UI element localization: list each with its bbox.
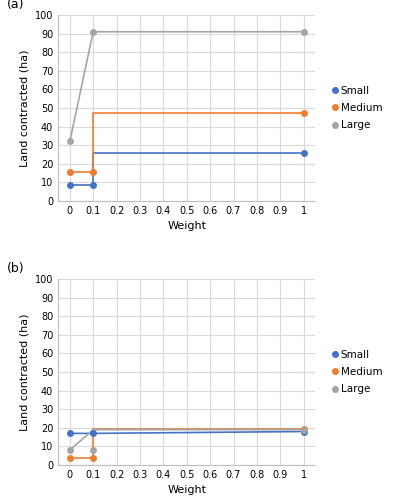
Large xyxy=(301,426,306,432)
Line: Large: Large xyxy=(67,29,307,144)
Text: (a): (a) xyxy=(7,0,24,12)
Line: Small: Small xyxy=(67,429,307,436)
Medium xyxy=(301,110,306,116)
X-axis label: Weight: Weight xyxy=(167,222,206,232)
Large xyxy=(91,447,96,453)
Small xyxy=(67,430,72,436)
Medium xyxy=(67,454,72,460)
Medium xyxy=(91,169,96,175)
Medium xyxy=(91,454,96,460)
Small xyxy=(67,182,72,188)
X-axis label: Weight: Weight xyxy=(167,486,206,496)
Line: Medium: Medium xyxy=(67,426,307,460)
Small xyxy=(91,430,96,436)
Medium xyxy=(67,169,72,175)
Line: Large: Large xyxy=(67,427,307,453)
Medium xyxy=(301,426,306,432)
Y-axis label: Land contracted (ha): Land contracted (ha) xyxy=(20,314,29,431)
Small xyxy=(301,428,306,434)
Line: Small: Small xyxy=(67,150,307,188)
Small xyxy=(91,182,96,188)
Line: Medium: Medium xyxy=(67,110,307,175)
Large xyxy=(67,447,72,453)
Large xyxy=(91,28,96,34)
Y-axis label: Land contracted (ha): Land contracted (ha) xyxy=(20,49,29,166)
Text: (b): (b) xyxy=(7,262,24,276)
Legend: Small, Medium, Large: Small, Medium, Large xyxy=(328,346,387,399)
Large xyxy=(67,138,72,144)
Large xyxy=(301,28,306,34)
Legend: Small, Medium, Large: Small, Medium, Large xyxy=(328,82,387,134)
Small xyxy=(301,150,306,156)
